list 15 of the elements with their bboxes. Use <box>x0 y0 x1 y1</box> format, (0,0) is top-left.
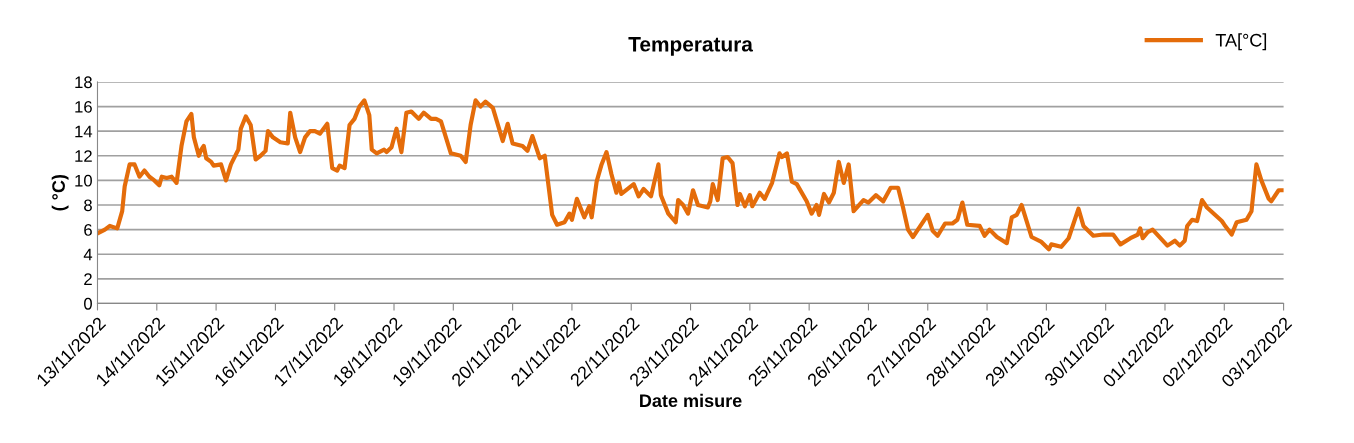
chart-title: Temperatura <box>628 37 754 56</box>
legend-label: TA[°C] <box>1215 33 1267 51</box>
y-tick-label: 12 <box>75 150 92 162</box>
x-axis-title: Date misure <box>640 393 742 408</box>
line-series <box>97 98 1284 252</box>
y-tick-label: 4 <box>83 248 93 261</box>
y-tick-label: 6 <box>84 224 92 236</box>
y-tick-label: 2 <box>84 273 92 285</box>
y-tick-label: 8 <box>84 199 92 212</box>
y-tick-label: 18 <box>75 76 92 89</box>
y-tick-label: 14 <box>75 125 93 138</box>
y-tick-label: 0 <box>84 297 92 310</box>
y-tick-label: 16 <box>75 100 92 113</box>
y-axis-title: ( °C) <box>51 174 69 211</box>
y-tick-label: 10 <box>75 174 92 187</box>
